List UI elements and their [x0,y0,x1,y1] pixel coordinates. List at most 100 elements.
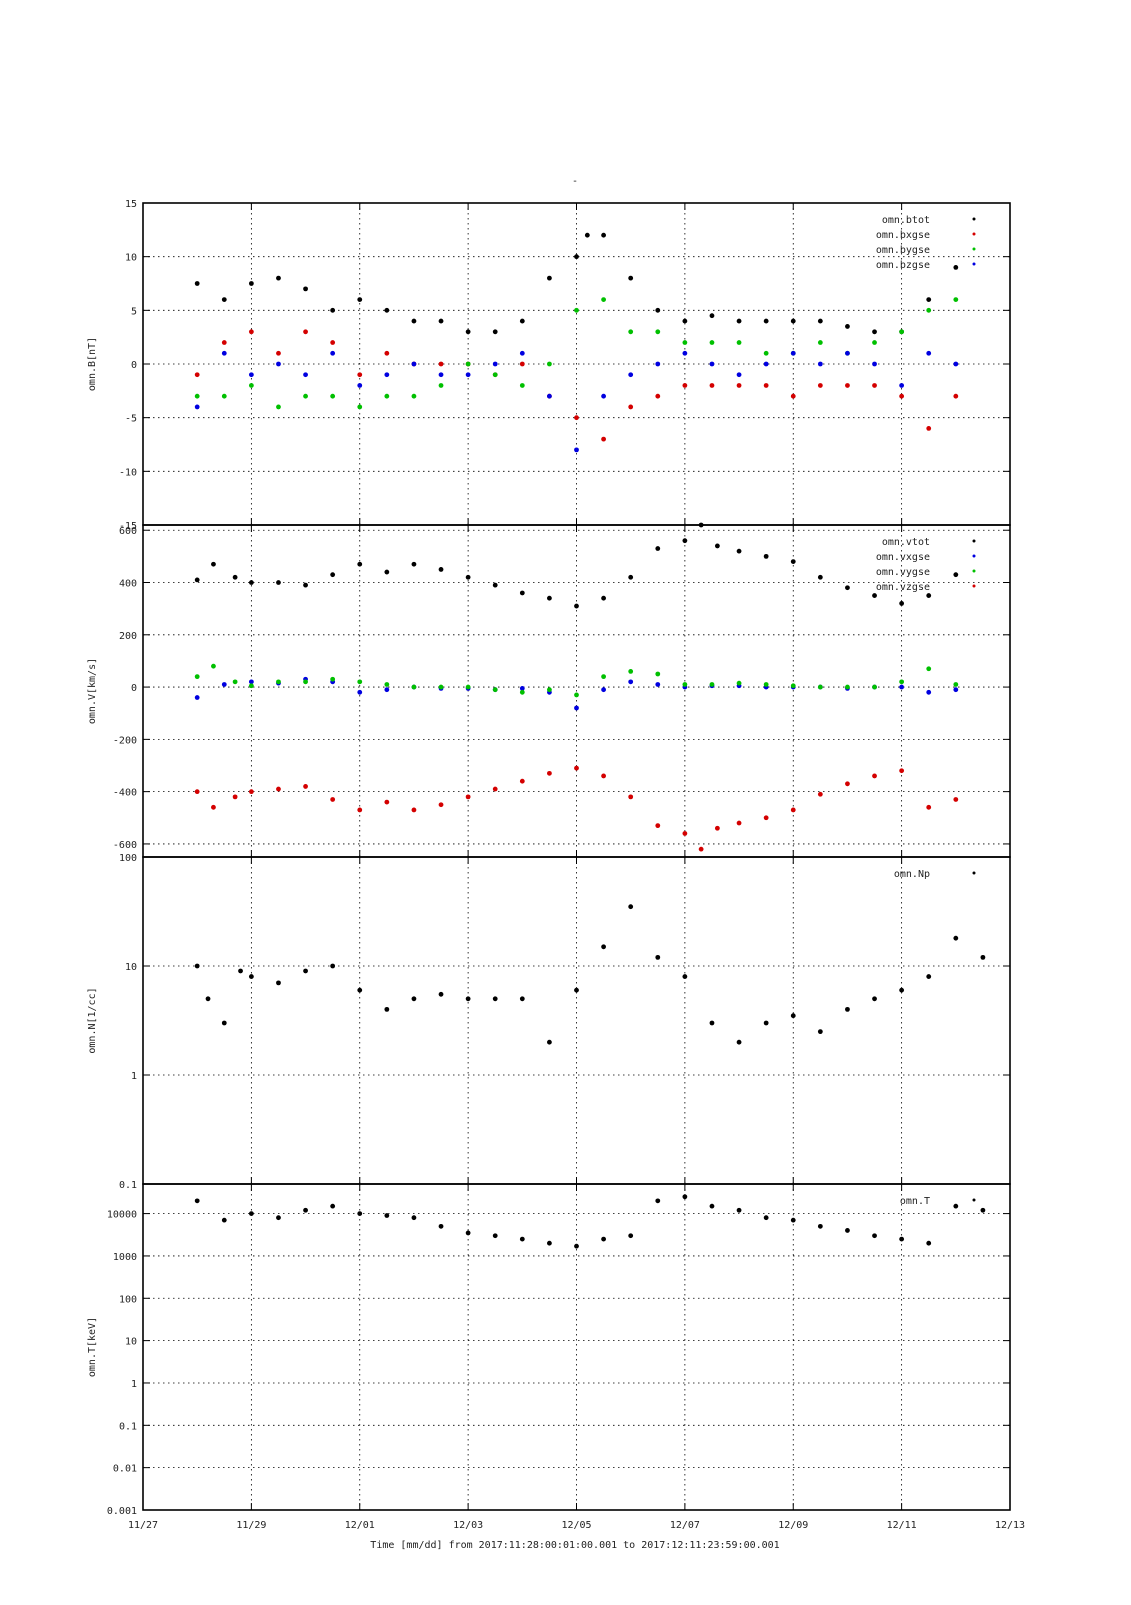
data-point [519,996,525,1002]
data-point [953,297,959,302]
data-point [357,807,363,813]
data-point [411,393,417,399]
data-point [357,383,363,388]
data-point [872,684,877,690]
data-point [194,695,200,700]
series-omn.T [194,1194,986,1249]
x-tick-label: 12/11 [887,1520,917,1531]
data-point [953,265,959,270]
data-point [303,1207,308,1213]
data-point [601,687,606,693]
data-point [357,372,363,378]
data-point [303,372,308,378]
data-point [357,679,363,685]
data-point [357,987,363,993]
data-point [384,393,390,399]
y-tick-label: 0.1 [119,1180,137,1191]
data-point [574,447,579,453]
y-tick-label: 10 [125,1337,137,1348]
legend-label: omn.T [900,1196,930,1207]
data-point [357,1211,363,1216]
data-point [303,784,308,789]
data-point [384,569,390,575]
data-point [574,692,579,698]
data-point [519,383,525,388]
data-point [601,674,606,680]
legend-label: omn.Np [894,869,930,880]
data-point [790,393,796,399]
data-point [574,705,579,711]
data-point [547,595,552,601]
data-point [926,593,932,598]
data-point [736,1207,742,1213]
panel-4: 0.001 0.01 0.1 1 10 100 1000 10000 11/27 11/29 12/… [87,1183,1025,1531]
data-point [790,350,796,356]
data-point [845,585,850,591]
data-point [628,1233,634,1239]
data-point [845,684,850,690]
panel-1: -15 -10 -5 0 5 10 15 omn.B[nT] omn.btot omn.bxgse… [87,199,1011,532]
x-tick-label: 11/29 [236,1520,266,1531]
y-tick-label: 600 [119,526,137,537]
data-point [438,372,444,378]
data-point [790,1013,796,1019]
data-point [926,974,932,979]
data-point [519,1236,525,1242]
data-point [628,404,634,410]
data-point [547,687,552,693]
data-point [817,574,823,580]
data-point [330,797,336,802]
y-axis-label: omn.V[km/s] [87,658,98,724]
data-point [519,350,525,356]
data-point [465,372,471,378]
data-point [926,666,932,672]
legend-label: omn.vygse [876,567,930,578]
data-point [736,372,742,378]
data-point [709,1020,715,1026]
data-point [303,286,308,292]
data-point [438,361,444,367]
data-point [519,361,525,367]
data-point [547,361,552,367]
data-point [682,538,688,544]
data-point [736,340,742,345]
data-point [211,804,216,810]
data-point [465,361,471,367]
data-point [248,679,254,685]
data-point [438,991,444,997]
data-point [628,668,634,674]
data-point [221,682,227,687]
data-point [384,1006,390,1012]
data-point [953,393,959,399]
data-point [194,577,200,583]
y-tick-label: 1000 [113,1252,137,1263]
data-point [926,307,932,313]
data-point [438,684,444,690]
data-point [682,383,688,388]
legend-marker [972,539,976,543]
data-point [519,685,525,691]
data-point [492,361,498,367]
data-point [682,831,688,836]
y-tick-label: 15 [125,199,137,210]
data-point [709,682,715,687]
data-point [682,340,688,345]
data-point [492,1233,498,1239]
data-point [655,546,661,551]
y-tick-label: 100 [119,853,137,864]
y-tick-label: 1 [131,1071,137,1082]
data-point [221,297,227,302]
data-point [763,682,769,687]
data-point [817,1029,823,1035]
data-point [276,679,281,685]
data-point [411,807,417,813]
data-point [276,980,281,986]
data-point [655,1198,661,1204]
data-point [872,361,877,367]
data-point [330,393,336,399]
data-point [736,820,742,826]
legend-marker [972,569,976,573]
data-point [872,340,877,345]
series-omn.vzgse [194,765,959,852]
data-point [492,996,498,1002]
